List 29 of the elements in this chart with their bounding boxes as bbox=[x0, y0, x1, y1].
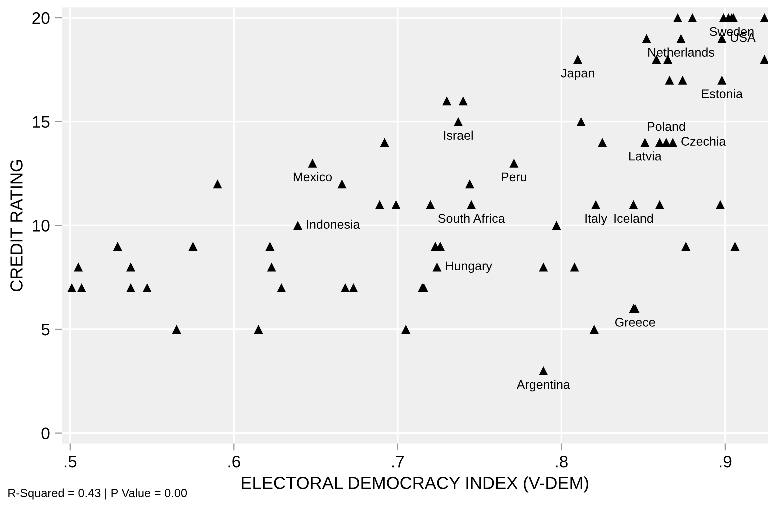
annotation: Mexico bbox=[294, 172, 332, 182]
x-tick-label: .7 bbox=[392, 456, 404, 468]
annotation: South Africa bbox=[438, 214, 506, 224]
annotation: Japan bbox=[561, 69, 594, 80]
annotation: Poland bbox=[648, 122, 686, 132]
annotation: Israel bbox=[444, 130, 473, 140]
annotation: Greece bbox=[615, 318, 656, 327]
annotation: Peru bbox=[502, 172, 527, 182]
y-tick-label: 20 bbox=[32, 12, 50, 24]
annotation: Estonia bbox=[702, 89, 743, 99]
y-tick-label: 0 bbox=[42, 428, 50, 440]
x-tick-label: .9 bbox=[720, 456, 732, 468]
annotation: Netherlands bbox=[648, 48, 714, 57]
annotation: Italy bbox=[586, 214, 608, 226]
x-axis-title: ELECTORAL DEMOCRACY INDEX (V-DEM) bbox=[242, 476, 588, 493]
x-tick-label: .6 bbox=[228, 456, 240, 468]
annotation: Argentina bbox=[516, 380, 570, 392]
annotation: Hungary bbox=[446, 262, 492, 274]
text: R-Squared = 0.43 | P Value = 0.00 bbox=[8, 488, 188, 500]
y-tick-label: 10 bbox=[33, 220, 50, 232]
y-tick-label: 15 bbox=[33, 116, 50, 128]
annotation: Czechia bbox=[682, 136, 726, 146]
annotation: Latvia bbox=[630, 152, 662, 161]
annotation: Indonesia bbox=[307, 220, 360, 230]
x-tick-label: .8 bbox=[556, 456, 568, 468]
x-tick-label: .5 bbox=[64, 456, 77, 468]
y-axis-title: CREDIT RATING bbox=[10, 160, 23, 292]
annotation: Iceland bbox=[614, 214, 654, 224]
y-tick-label: 5 bbox=[42, 324, 50, 336]
